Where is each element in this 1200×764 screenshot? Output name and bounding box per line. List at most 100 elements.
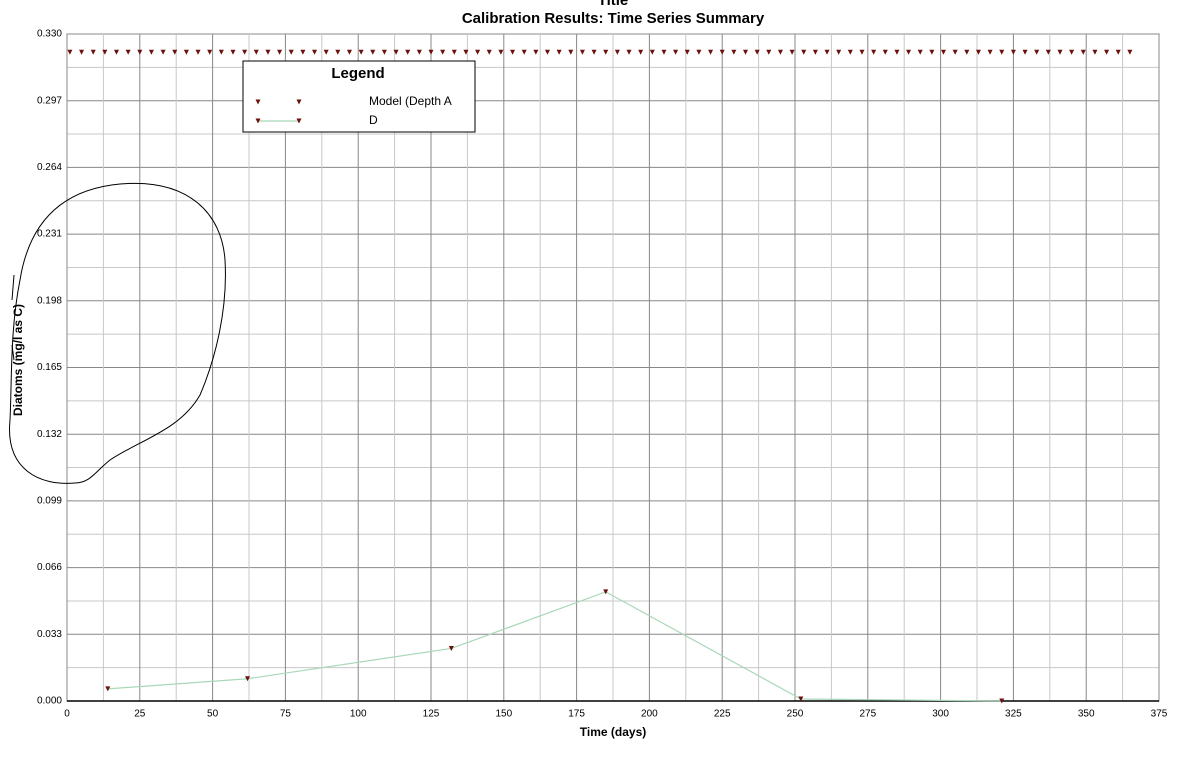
data-point xyxy=(847,49,853,55)
data-point xyxy=(114,49,120,55)
data-point xyxy=(1080,49,1086,55)
data-point xyxy=(917,49,923,55)
data-point xyxy=(451,49,457,55)
chart-title: Title xyxy=(598,0,629,9)
y-tick-label: 0.198 xyxy=(37,295,62,306)
data-point xyxy=(1034,49,1040,55)
chart-subtitle: Calibration Results: Time Series Summary xyxy=(462,10,765,27)
data-point xyxy=(393,49,399,55)
y-tick-label: 0.099 xyxy=(37,496,62,507)
data-point xyxy=(777,49,783,55)
data-point xyxy=(288,49,294,55)
data-point xyxy=(603,589,609,595)
data-point xyxy=(626,49,632,55)
y-tick-label: 0.165 xyxy=(37,362,62,373)
x-tick-label: 300 xyxy=(932,709,949,720)
data-point xyxy=(277,49,283,55)
data-point xyxy=(183,49,189,55)
x-tick-label: 325 xyxy=(1005,709,1022,720)
data-point xyxy=(448,645,454,651)
data-point xyxy=(172,49,178,55)
data-point xyxy=(1057,49,1063,55)
data-point xyxy=(265,49,271,55)
data-point xyxy=(801,49,807,55)
data-point xyxy=(964,49,970,55)
data-point xyxy=(370,49,376,55)
data-point xyxy=(999,49,1005,55)
data-point xyxy=(859,49,865,55)
data-point xyxy=(230,49,236,55)
data-point xyxy=(218,49,224,55)
data-point xyxy=(871,49,877,55)
plot xyxy=(67,49,1133,704)
data-point xyxy=(90,49,96,55)
grid: 0.000 0.033 0.066 0.099 0.132 0.165 0.198 0.231… xyxy=(37,29,1168,720)
legend: Legend Model (Depth A D xyxy=(242,60,476,133)
data-point xyxy=(894,49,900,55)
series-line xyxy=(107,591,1002,702)
x-tick-label: 0 xyxy=(64,709,70,720)
x-tick-label: 200 xyxy=(641,709,658,720)
data-point xyxy=(906,49,912,55)
data-point xyxy=(1045,49,1051,55)
x-tick-label: 50 xyxy=(207,709,219,720)
y-tick-label: 0.330 xyxy=(37,29,62,40)
data-point xyxy=(929,49,935,55)
legend-box xyxy=(242,60,476,133)
data-point xyxy=(105,686,111,692)
data-point xyxy=(544,49,550,55)
data-point xyxy=(533,49,539,55)
x-tick-label: 250 xyxy=(787,709,804,720)
data-point xyxy=(440,49,446,55)
data-point xyxy=(673,49,679,55)
legend-label: Model (Depth A xyxy=(369,94,452,108)
legend-marker xyxy=(255,118,261,124)
data-point xyxy=(486,49,492,55)
data-point xyxy=(649,49,655,55)
data-point xyxy=(638,49,644,55)
data-point xyxy=(207,49,213,55)
data-point xyxy=(766,49,772,55)
data-point xyxy=(428,49,434,55)
x-tick-label: 100 xyxy=(350,709,367,720)
data-point xyxy=(941,49,947,55)
data-point xyxy=(160,49,166,55)
data-point xyxy=(253,49,259,55)
data-point xyxy=(812,49,818,55)
y-axis-label: Diatoms (mg/l as C) xyxy=(11,304,25,416)
y-tick-label: 0.297 xyxy=(37,95,62,106)
data-point xyxy=(568,49,574,55)
data-point xyxy=(1022,49,1028,55)
x-tick-label: 150 xyxy=(495,709,512,720)
data-point xyxy=(661,49,667,55)
data-point xyxy=(975,49,981,55)
data-point xyxy=(708,49,714,55)
data-point xyxy=(498,49,504,55)
data-point xyxy=(312,49,318,55)
data-point xyxy=(300,49,306,55)
data-point xyxy=(999,698,1005,704)
hand-drawn-stroke xyxy=(11,274,15,361)
x-tick-label: 25 xyxy=(134,709,146,720)
data-point xyxy=(510,49,516,55)
y-tick-label: 0.132 xyxy=(37,429,62,440)
x-tick-label: 275 xyxy=(859,709,876,720)
data-point xyxy=(125,49,131,55)
data-point xyxy=(137,49,143,55)
y-tick-label: 0.033 xyxy=(37,629,62,640)
data-point xyxy=(731,49,737,55)
x-tick-label: 75 xyxy=(280,709,292,720)
data-point xyxy=(987,49,993,55)
data-point xyxy=(1115,49,1121,55)
data-point xyxy=(475,49,481,55)
data-point xyxy=(358,49,364,55)
legend-title: Legend xyxy=(331,65,384,82)
legend-label: D xyxy=(369,113,378,127)
y-tick-label: 0.066 xyxy=(37,562,62,573)
y-tick-label: 0.231 xyxy=(37,229,62,240)
data-point xyxy=(102,49,108,55)
data-point xyxy=(591,49,597,55)
x-axis-label: Time (days) xyxy=(580,725,646,739)
x-tick-label: 350 xyxy=(1078,709,1095,720)
